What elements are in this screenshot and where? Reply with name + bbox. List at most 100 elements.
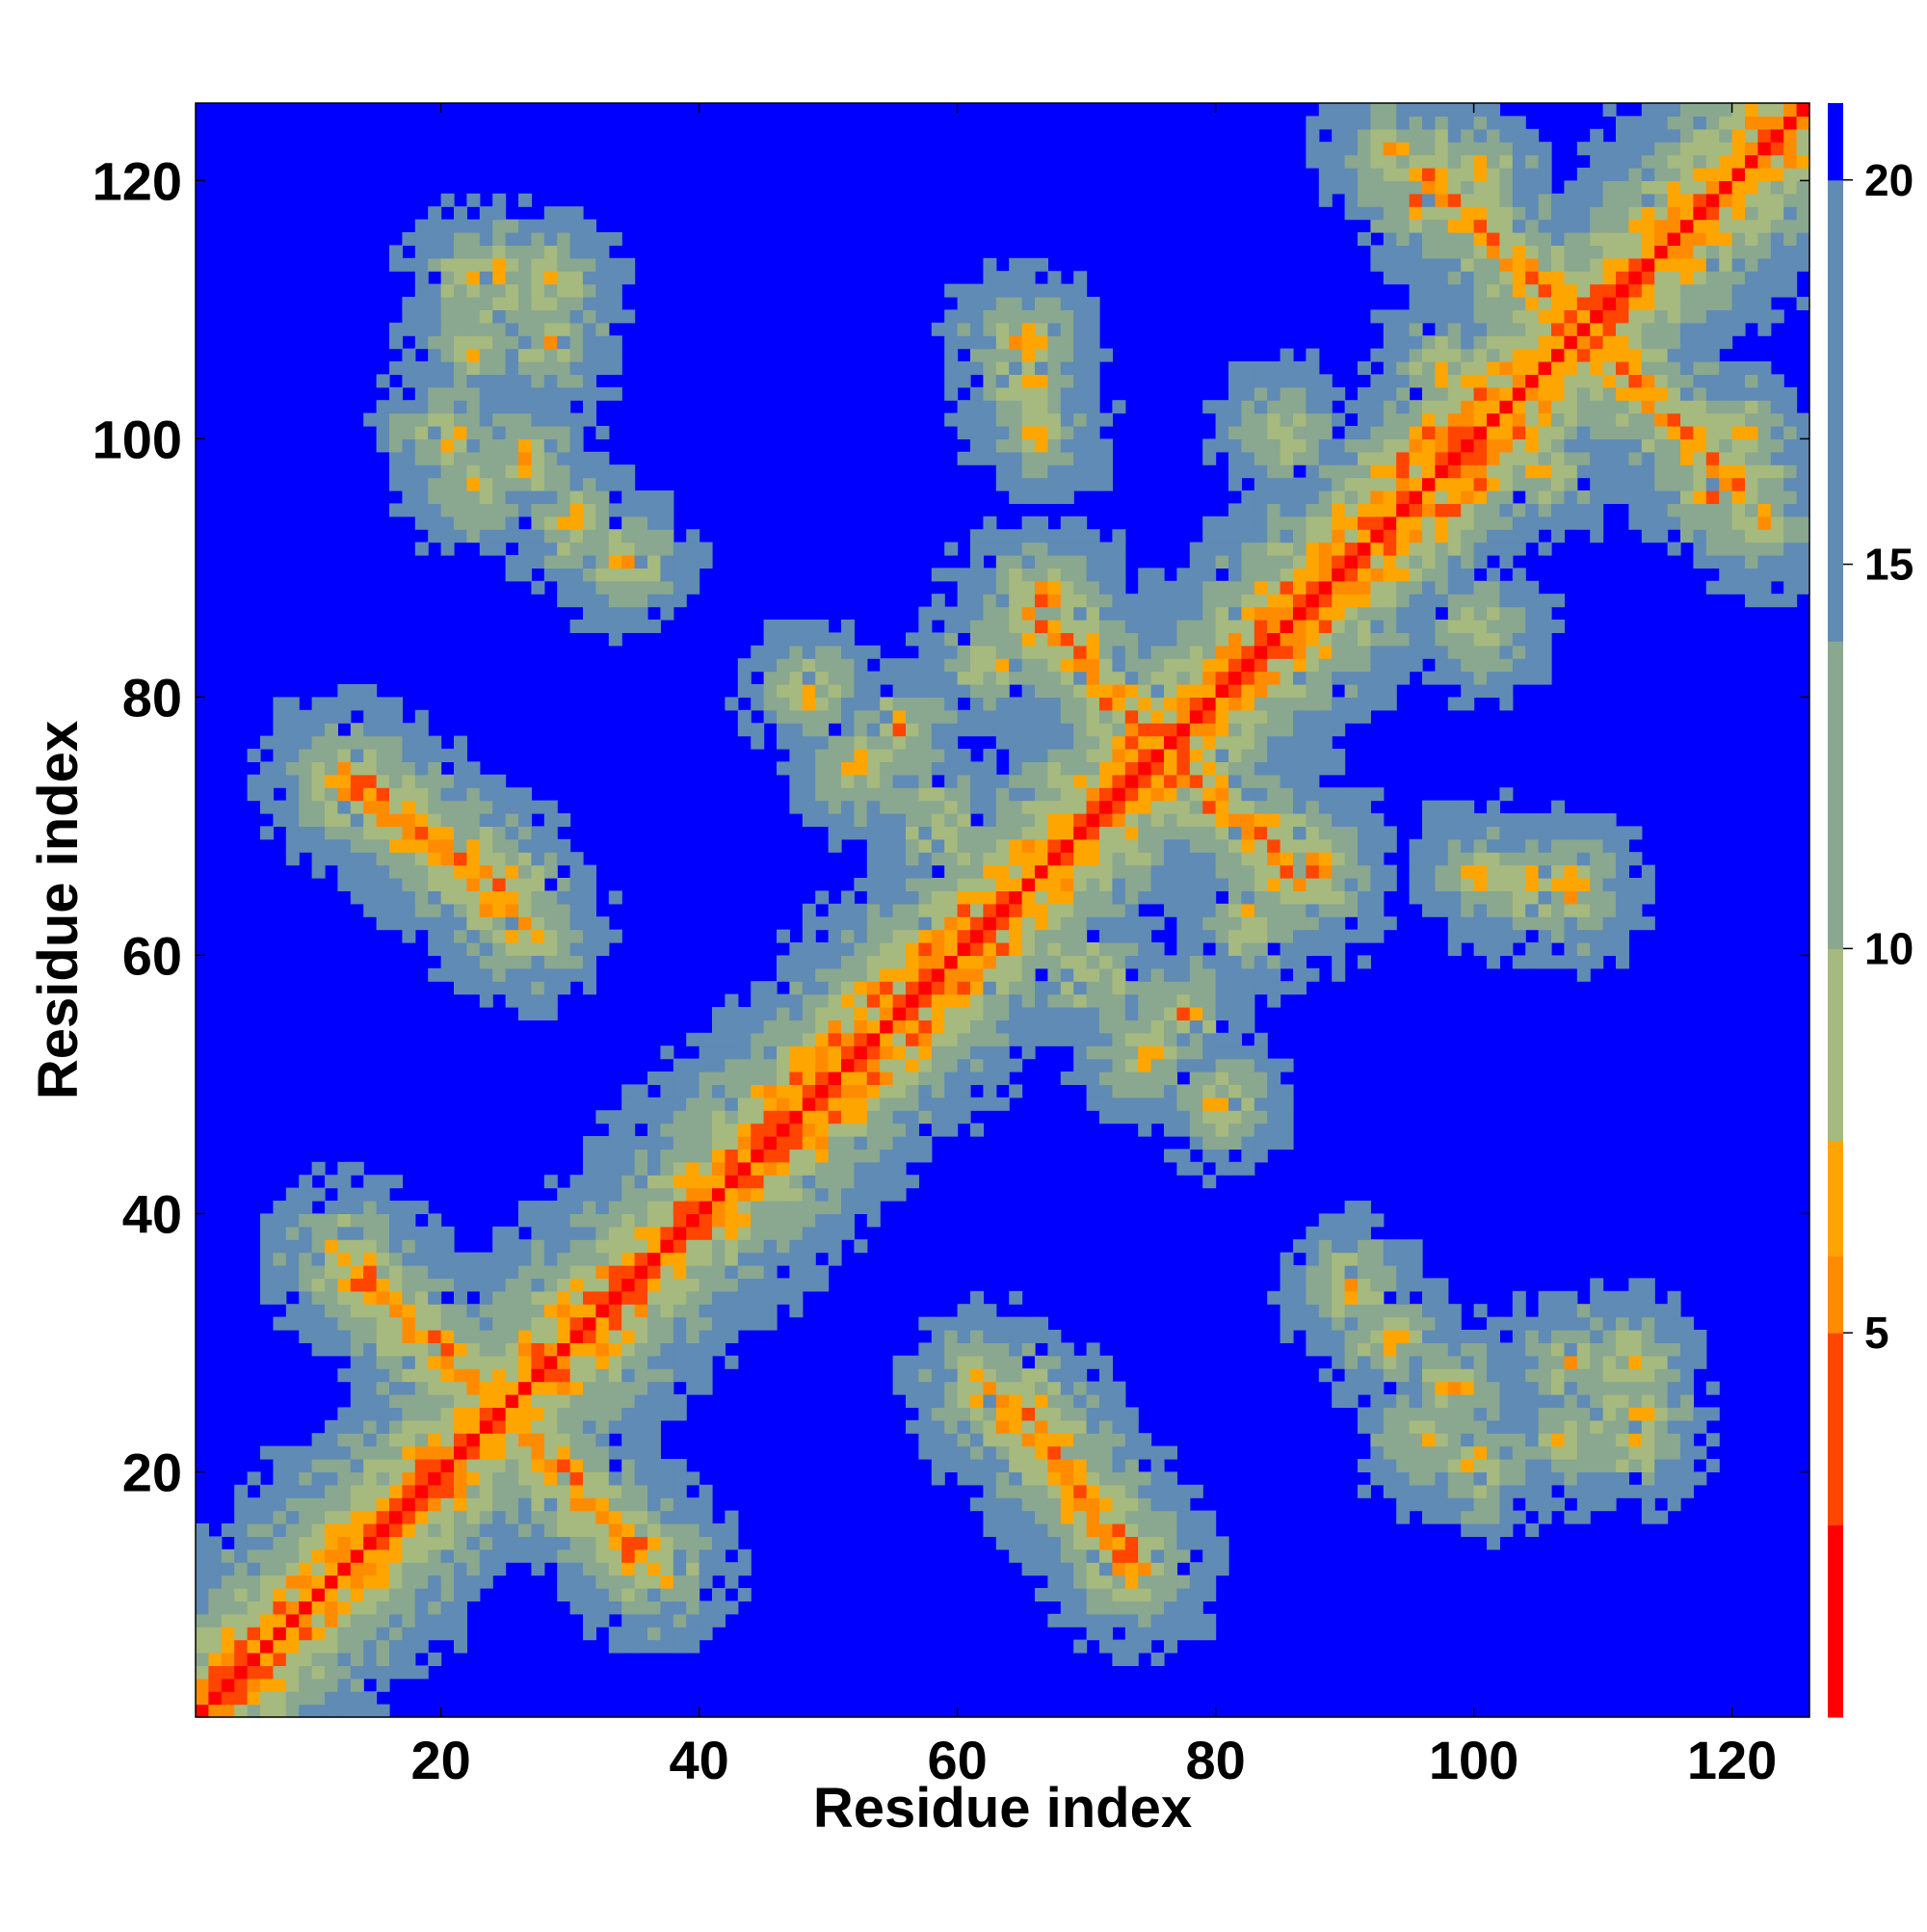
heatmap-cell (479, 335, 493, 350)
heatmap-cell (1551, 890, 1565, 905)
heatmap-cell (492, 400, 507, 414)
heatmap-cell (1035, 620, 1048, 633)
heatmap-cell (595, 1601, 610, 1615)
heatmap-cell (660, 1201, 674, 1214)
heatmap-cell (557, 335, 571, 350)
heatmap-cell (751, 1265, 765, 1279)
heatmap-cell (918, 1355, 933, 1369)
heatmap-cell (957, 864, 971, 879)
heatmap-cell (1241, 1123, 1255, 1137)
heatmap-cell (389, 813, 403, 827)
heatmap-cell (402, 813, 416, 827)
heatmap-cell (647, 1072, 661, 1085)
heatmap-cell (854, 684, 868, 698)
heatmap-cell (454, 1290, 467, 1305)
heatmap-cell (944, 774, 959, 788)
heatmap-cell (970, 761, 984, 776)
heatmap-cell (1060, 1433, 1074, 1447)
heatmap-cell (1150, 955, 1165, 969)
heatmap-cell (428, 490, 442, 504)
heatmap-cell (906, 709, 919, 724)
heatmap-cell (583, 1187, 596, 1202)
heatmap-cell (285, 1484, 300, 1498)
heatmap-cell (957, 335, 971, 350)
heatmap-cell (1422, 1342, 1436, 1357)
heatmap-cell (1021, 787, 1036, 802)
heatmap-cell (1176, 890, 1191, 905)
heatmap-cell (777, 684, 790, 698)
heatmap-cell (1035, 774, 1048, 788)
heatmap-cell (389, 903, 403, 917)
heatmap-cell (376, 1601, 390, 1615)
heatmap-cell (1086, 1627, 1100, 1641)
heatmap-cell (944, 890, 959, 905)
heatmap-cell (970, 645, 984, 659)
heatmap-cell (634, 1510, 648, 1524)
heatmap-cell (363, 1226, 378, 1240)
heatmap-cell (944, 1058, 959, 1072)
heatmap-cell (505, 412, 519, 427)
heatmap-cell (854, 1019, 868, 1034)
heatmap-cell (634, 1201, 648, 1214)
heatmap-cell (1576, 955, 1591, 969)
heatmap-cell (970, 993, 984, 1008)
heatmap-cell (686, 555, 700, 569)
heatmap-cell (595, 232, 610, 246)
heatmap-cell (1073, 1562, 1088, 1576)
heatmap-cell (944, 361, 959, 375)
heatmap-cell (454, 386, 467, 401)
heatmap-cell (221, 1653, 235, 1666)
heatmap-cell (815, 1187, 830, 1202)
heatmap-cell (260, 1265, 274, 1279)
heatmap-cell (583, 348, 596, 362)
heatmap-cell (1344, 1239, 1359, 1254)
heatmap-cell (1164, 981, 1177, 995)
heatmap-cell (660, 580, 674, 595)
heatmap-cell (931, 955, 945, 969)
heatmap-cell (1099, 981, 1113, 995)
heatmap-cell (569, 477, 584, 491)
heatmap-cell (763, 1032, 778, 1046)
heatmap-cell (569, 1368, 584, 1383)
heatmap-cell (1641, 1510, 1655, 1524)
heatmap-cell (247, 1653, 261, 1666)
heatmap-cell (363, 1665, 378, 1680)
heatmap-cell (660, 1407, 674, 1421)
heatmap-cell (944, 813, 959, 827)
heatmap-cell (621, 1175, 636, 1189)
heatmap-cell (1021, 813, 1036, 827)
heatmap-cell (751, 1110, 765, 1125)
heatmap-cell (311, 749, 326, 762)
heatmap-cell (686, 1639, 700, 1654)
heatmap-cell (414, 1330, 429, 1343)
heatmap-cell (337, 1704, 352, 1718)
heatmap-cell (1073, 1510, 1088, 1524)
heatmap-cell (866, 1187, 881, 1202)
heatmap-cell (983, 1045, 997, 1060)
heatmap-cell (751, 1175, 765, 1189)
heatmap-cell (1060, 787, 1074, 802)
heatmap-cell (737, 684, 752, 698)
heatmap-cell (466, 813, 481, 827)
heatmap-cell (1551, 852, 1565, 866)
heatmap-cell (995, 580, 1010, 595)
heatmap-cell (789, 709, 804, 724)
heatmap-cell (647, 490, 661, 504)
heatmap-cell (634, 1484, 648, 1498)
heatmap-cell (299, 1213, 313, 1228)
heatmap-cell (1487, 1459, 1500, 1472)
heatmap-cell (454, 1548, 467, 1563)
heatmap-cell (479, 206, 493, 221)
heatmap-cell (647, 1097, 661, 1111)
heatmap-cell (350, 1665, 364, 1680)
heatmap-cell (970, 386, 984, 401)
heatmap-cell (699, 1213, 713, 1228)
heatmap-cell (1035, 568, 1048, 582)
heatmap-cell (1499, 1510, 1514, 1524)
heatmap-cell (389, 1304, 403, 1318)
heatmap-cell (518, 813, 532, 827)
heatmap-cell (505, 1330, 519, 1343)
heatmap-cell (621, 1575, 636, 1589)
heatmap-cell (828, 838, 842, 853)
heatmap-cell (1228, 1058, 1242, 1072)
